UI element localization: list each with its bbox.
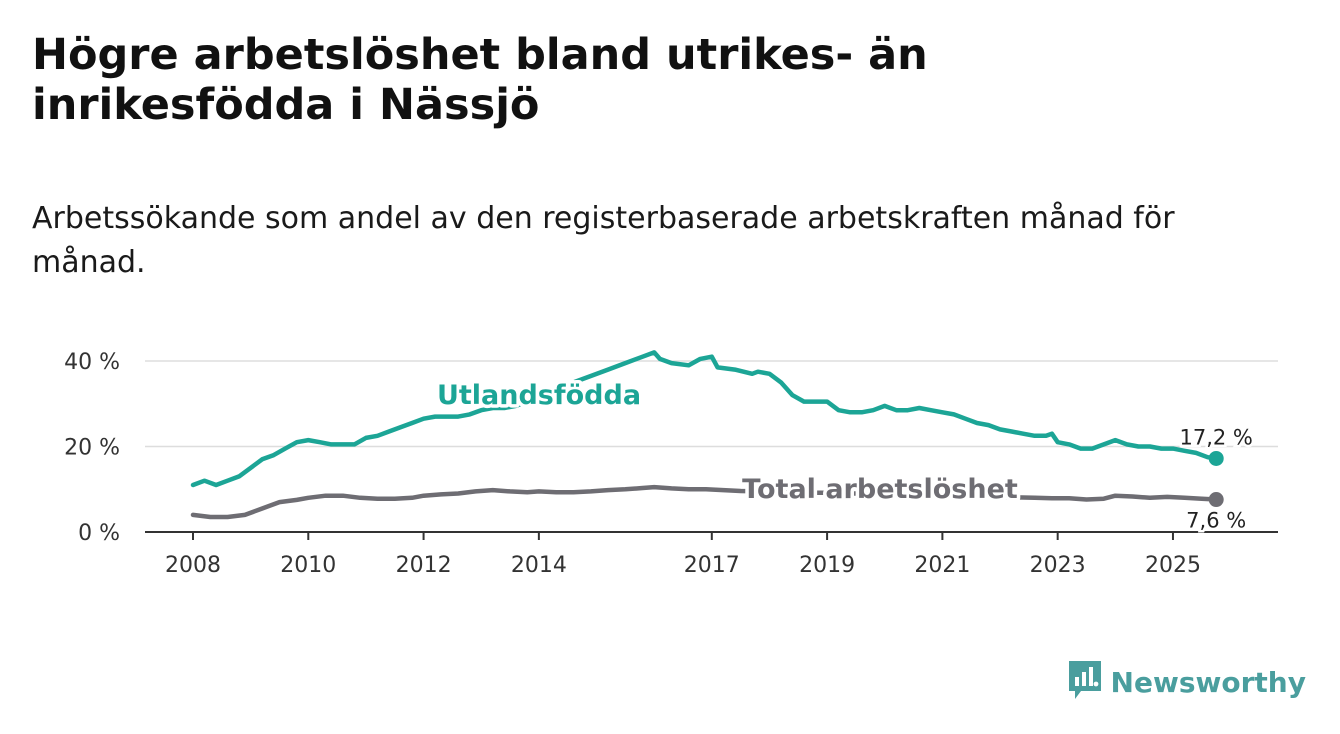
x-tick-label: 2023 [1030, 553, 1086, 578]
series-lines [190, 350, 1224, 520]
end-value-label-total: 7,6 % [1186, 509, 1246, 533]
y-tick-label: 0 % [78, 521, 120, 546]
gridlines [145, 360, 1278, 448]
x-tick-label: 2008 [165, 553, 221, 578]
series-line-utlandsfodda [190, 350, 1219, 488]
bar-chart-logo-icon [1067, 659, 1103, 705]
series-end-point [1208, 492, 1224, 508]
end-value-label-utlandsfodda: 17,2 % [1180, 425, 1253, 449]
y-axis: 0 % 20 % 40 % [64, 350, 120, 546]
chart-title: Högre arbetslöshet bland utrikes- än inr… [32, 30, 928, 130]
x-tick-label: 2012 [396, 553, 452, 578]
line-chart: 0 % 20 % 40 % 2008 2010 2012 2014 2017 2019 2021… [64, 350, 1278, 578]
series-labels: Utlandsfödda Total arbetslöshet 17,2 % 7,6 … [433, 377, 1255, 536]
x-tick-label: 2025 [1145, 553, 1201, 578]
x-tick-label: 2019 [799, 553, 855, 578]
y-tick-label: 20 % [64, 436, 120, 461]
x-axis: 2008 2010 2012 2014 2017 2019 2021 2023 2025 [145, 531, 1278, 578]
x-tick-label: 2017 [684, 553, 740, 578]
x-tick-label: 2021 [914, 553, 970, 578]
brand-logo: Newsworthy [1067, 660, 1306, 704]
x-tick-label: 2010 [280, 553, 336, 578]
series-line-total [190, 484, 1219, 520]
series-label-total: Total arbetslöshet [742, 474, 1018, 505]
series-label-utlandsfodda: Utlandsfödda [437, 380, 641, 411]
brand-name: Newsworthy [1110, 665, 1306, 699]
series-end-point [1208, 450, 1224, 466]
x-tick-label: 2014 [511, 553, 567, 578]
chart-subtitle: Arbetssökande som andel av den registerb… [32, 201, 1175, 280]
y-tick-label: 40 % [64, 350, 120, 375]
